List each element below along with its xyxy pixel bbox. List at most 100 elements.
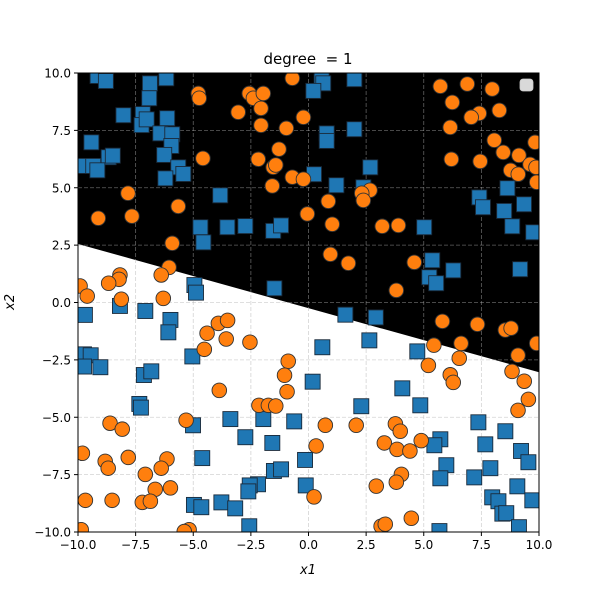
x-tick-label: −5.0 [179, 538, 208, 552]
x-tick-label: −2.5 [236, 538, 265, 552]
circle-point [268, 157, 284, 173]
circle-point [516, 373, 532, 389]
square-point [432, 470, 449, 487]
square-point [115, 107, 132, 124]
square-point [426, 437, 443, 454]
square-point [212, 187, 229, 204]
x-axis-label: x1 [299, 563, 316, 578]
square-point [159, 110, 176, 127]
square-point [346, 73, 363, 88]
square-point [78, 358, 92, 375]
square-point [497, 423, 514, 440]
square-point [141, 75, 158, 92]
circle-point [317, 417, 334, 434]
circle-point [527, 134, 539, 151]
circle-point [78, 445, 91, 462]
square-point [499, 180, 516, 197]
circle-point [469, 316, 486, 333]
circle-point [90, 210, 107, 227]
circle-point [348, 417, 364, 434]
circle-point [320, 193, 337, 210]
circle-point [279, 384, 295, 400]
circle-point [253, 100, 269, 117]
circle-point [322, 246, 339, 263]
square-point [175, 166, 192, 182]
square-point [346, 121, 363, 138]
circle-point [164, 235, 181, 252]
square-point [525, 224, 539, 241]
y-tick-label: −7.5 [42, 468, 71, 482]
circle-point [510, 347, 526, 364]
square-point [504, 218, 521, 235]
circle-point [100, 460, 116, 476]
y-tick-label: −2.5 [42, 353, 71, 367]
square-point [496, 202, 513, 219]
circle-point [503, 320, 519, 336]
square-point [92, 359, 109, 376]
square-point [213, 494, 230, 511]
square-point [482, 460, 499, 477]
circle-point [355, 192, 372, 209]
y-tick-label: −10.0 [34, 526, 71, 540]
square-point [475, 199, 491, 216]
circle-point [420, 357, 437, 374]
circle-point [170, 198, 187, 215]
circle-point [230, 104, 246, 120]
square-point [97, 73, 114, 89]
square-point [241, 518, 258, 532]
circle-point [284, 73, 301, 87]
square-point [466, 469, 483, 486]
x-tick-label: −7.5 [121, 538, 150, 552]
circle-point [195, 150, 211, 167]
circle-point [426, 337, 442, 353]
square-point [83, 134, 100, 151]
circle-point [413, 432, 429, 449]
circle-point [390, 217, 407, 234]
square-point [188, 284, 204, 301]
square-point [362, 159, 379, 176]
square-point [509, 478, 526, 495]
circle-point [511, 147, 527, 164]
circle-point [196, 341, 213, 358]
circle-point [153, 460, 169, 476]
circle-point [510, 166, 527, 182]
square-point [104, 147, 121, 164]
square-point [445, 262, 462, 279]
square-point [337, 306, 354, 323]
circle-point [113, 291, 130, 308]
x-tick-label: 2.5 [357, 538, 376, 552]
x-axis-ticks: −10.0 −7.5 −5.0 −2.5 0.0 2.5 5.0 7.5 10.0 [60, 532, 552, 552]
square-point [237, 429, 254, 446]
y-tick-label: 2.5 [52, 239, 71, 253]
circle-point [376, 435, 393, 451]
circle-point [403, 510, 420, 526]
y-axis-label: x2 [3, 294, 18, 311]
square-point [367, 309, 384, 326]
circle-point [444, 94, 461, 111]
square-point [361, 332, 378, 349]
circle-point [153, 267, 169, 283]
square-point [192, 219, 209, 236]
square-point [240, 483, 257, 500]
circle-point [510, 402, 526, 419]
circle-point [453, 335, 469, 352]
circle-point [392, 423, 408, 439]
circle-point [484, 81, 500, 97]
square-point [424, 252, 441, 269]
square-point [498, 505, 515, 522]
square-point [158, 73, 175, 87]
circle-point [388, 474, 405, 490]
x-tick-label: 0.0 [299, 538, 318, 552]
circle-point [78, 492, 94, 509]
circle-point [280, 353, 296, 370]
circle-point [504, 363, 520, 380]
square-point [156, 146, 173, 163]
square-point [394, 380, 411, 397]
circle-point [124, 208, 140, 224]
square-point [286, 413, 303, 430]
circle-point [78, 521, 89, 532]
circle-point [137, 466, 154, 483]
square-point [305, 82, 322, 99]
square-point [477, 436, 494, 453]
